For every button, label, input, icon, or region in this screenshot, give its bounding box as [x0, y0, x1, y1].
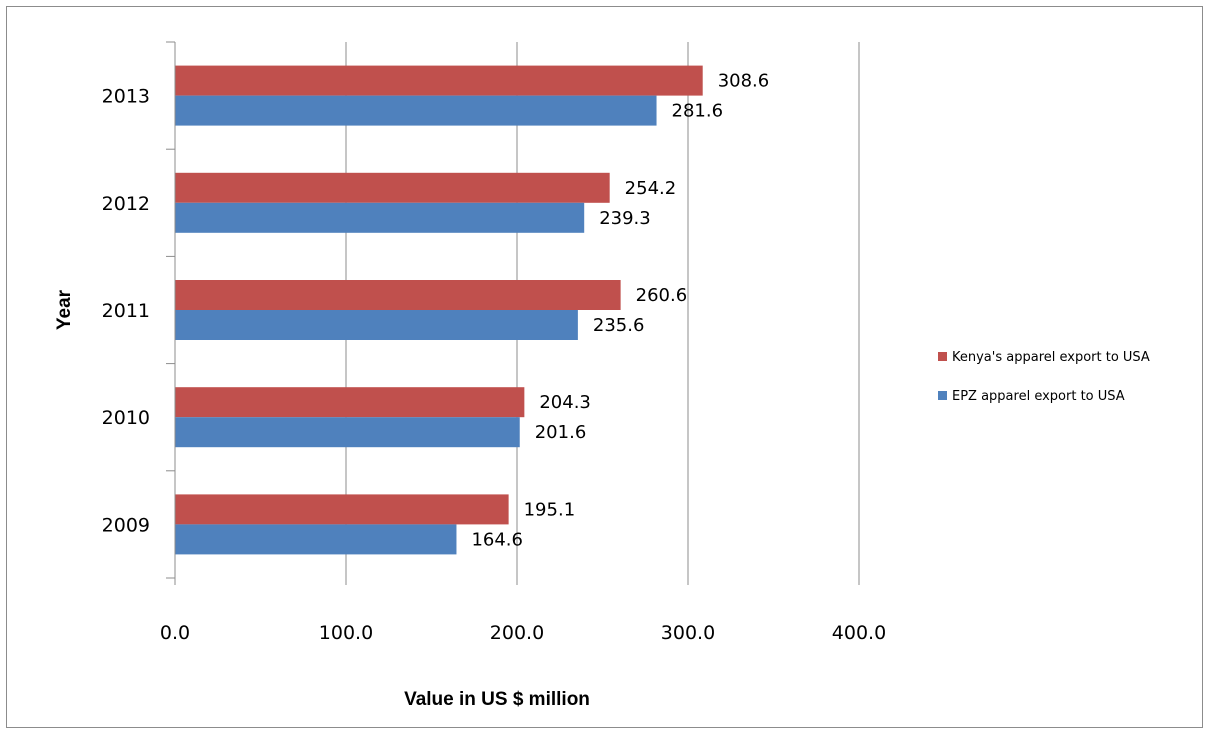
- bar: [175, 387, 525, 418]
- data-label: 308.6: [718, 71, 770, 92]
- legend-label: EPZ apparel export to USA: [952, 389, 1125, 404]
- bar: [175, 524, 457, 555]
- legend-label: Kenya's apparel export to USA: [952, 350, 1150, 365]
- legend-swatch: [938, 352, 947, 361]
- bar: [175, 95, 657, 126]
- axes: 0.0 100.0 200.0 300.0 400.0 2009 2010 2011 2012 2…: [102, 41, 886, 644]
- x-tick-label: 400.0: [832, 622, 886, 644]
- y-tick-label: 2012: [102, 193, 150, 215]
- data-label: 281.6: [672, 101, 724, 122]
- x-axis-title: Value in US $ million: [404, 689, 590, 710]
- bar: [175, 417, 520, 448]
- bar: [175, 172, 610, 203]
- chart-frame: [6, 6, 1203, 728]
- data-label: 195.1: [524, 499, 576, 520]
- legend: Kenya's apparel export to USA EPZ apparel…: [938, 350, 1150, 404]
- data-label: 201.6: [535, 422, 587, 443]
- bars: [175, 65, 703, 555]
- data-label: 260.6: [636, 285, 688, 306]
- y-axis-title: Year: [54, 289, 75, 330]
- y-tick-label: 2013: [102, 86, 150, 108]
- legend-swatch: [938, 391, 947, 400]
- y-tick-label: 2009: [102, 514, 150, 536]
- bar: [175, 65, 703, 96]
- bar: [175, 280, 621, 310]
- x-tick-label: 100.0: [319, 622, 373, 644]
- bar: [175, 494, 509, 525]
- bar: [175, 310, 578, 340]
- data-label: 204.3: [539, 392, 591, 413]
- data-label: 254.2: [625, 178, 677, 199]
- data-label: 235.6: [593, 315, 645, 336]
- data-label: 239.3: [599, 208, 651, 229]
- y-tick-label: 2010: [102, 407, 150, 429]
- data-label: 164.6: [471, 529, 523, 550]
- x-tick-label: 300.0: [661, 622, 715, 644]
- y-tick-label: 2011: [102, 300, 150, 322]
- x-tick-label: 200.0: [490, 622, 544, 644]
- x-tick-label: 0.0: [160, 622, 190, 644]
- bar: [175, 202, 585, 233]
